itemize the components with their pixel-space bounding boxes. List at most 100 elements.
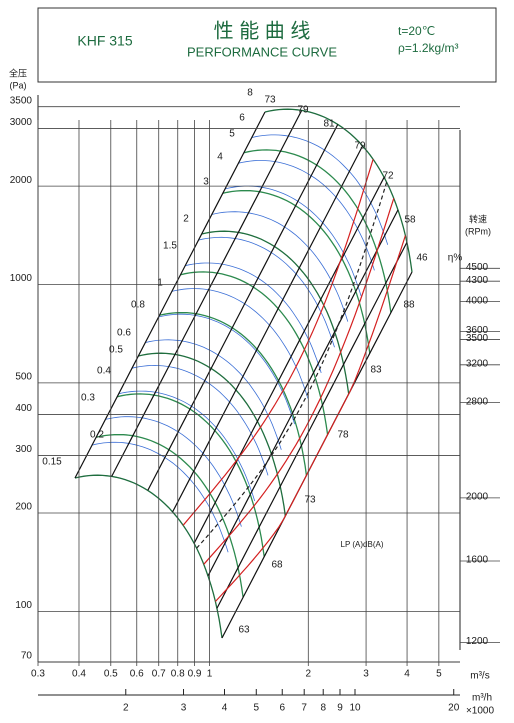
curve [238,160,375,271]
curve [207,209,399,577]
curve [222,189,371,354]
noise-value: 83 [370,365,382,376]
x-tick-label: 1 [207,669,213,680]
curve [182,159,374,526]
x-tick-label: 5 [436,669,442,680]
y2-tick-label: 3200 [466,358,489,369]
curve [95,433,244,598]
curve [111,110,303,477]
efficiency-value: 79 [297,105,309,116]
curve [105,416,242,527]
curve [193,177,385,544]
x-tick-label: 0.8 [171,669,185,680]
noise-value: 78 [337,430,349,441]
y-tick-label: 300 [15,444,32,455]
power-label: 6 [239,113,245,124]
x2-tick-label: 6 [279,703,285,714]
efficiency-value: 72 [382,171,394,182]
y2-tick-label: 3500 [466,333,489,344]
curve-network [74,108,413,639]
curve [216,242,408,609]
noise-value: 63 [238,625,250,636]
curve [264,108,413,273]
curve [171,288,309,399]
x2-label: ×1000 [466,706,495,717]
y2-label: 转速 [469,213,487,224]
y2-label: (RPm) [465,226,491,236]
curve [172,145,364,513]
curve [131,364,269,476]
curve [92,441,229,553]
x-label: m³/s [470,671,489,682]
power-label: 0.2 [90,430,104,441]
curve [147,124,339,491]
curve [211,211,349,322]
model: KHF 315 [77,33,132,49]
chart-subtitle: PERFORMANCE CURVE [187,44,337,59]
y2-tick-label: 2000 [466,492,489,503]
x2-label: m³/h [472,693,492,704]
efficiency-value: 58 [404,215,416,226]
power-label: 0.8 [131,300,145,311]
y2-tick-label: 3600 [466,325,489,336]
y-label: 全压 [9,67,27,78]
x2-tick-label: 2 [123,703,129,714]
y-label: (Pa) [9,80,26,90]
condition: t=20℃ [398,24,435,38]
curve [145,339,282,450]
power-label: 3 [203,177,209,188]
y-tick-label: 1000 [10,273,33,284]
efficiency-value: 81 [323,119,335,130]
power-label: 4 [217,152,223,163]
curve [203,198,395,565]
curve [74,111,266,479]
curve [251,134,389,245]
x2-tick-label: 4 [222,703,228,714]
x-tick-label: 0.6 [130,669,144,680]
x-tick-label: 2 [306,669,312,680]
efficiency-value: 73 [264,95,276,106]
curve [243,149,392,313]
noise-label: LP (A)dB(A) [341,540,384,549]
power-label: 1.5 [163,241,177,252]
curve [198,236,335,348]
y-tick-label: 3000 [10,117,33,128]
y-tick-label: 400 [15,403,32,414]
curve [138,352,286,517]
x-tick-label: 0.7 [152,669,166,680]
x2-tick-label: 9 [337,703,343,714]
curve [180,271,329,435]
y-tick-label: 200 [15,502,32,513]
y-tick-label: 2000 [10,175,33,186]
curve [185,262,322,374]
power-label: 5 [229,129,235,140]
y2-tick-label: 2800 [466,396,489,407]
power-label: 0.5 [109,345,123,356]
x-tick-label: 0.9 [188,669,202,680]
x2-tick-label: 10 [349,703,361,714]
y-tick-label: 70 [21,651,33,662]
x2-tick-label: 5 [253,703,259,714]
y2-tick-label: 1600 [466,555,489,566]
x2-tick-label: 7 [301,703,307,714]
y-tick-label: 100 [15,600,32,611]
curve [201,230,350,395]
x-tick-label: 0.4 [72,669,86,680]
y2-tick-label: 4300 [466,275,489,286]
power-label: 8 [247,88,253,99]
power-label: 2 [183,214,189,225]
power-label: 0.3 [81,393,95,404]
noise-value: 88 [403,300,415,311]
x-tick-label: 0.5 [104,669,118,680]
noise-value: 73 [304,495,316,506]
power-label: 0.15 [42,457,62,468]
x-tick-label: 3 [363,669,369,680]
y2-tick-label: 4000 [466,295,489,306]
y2-tick-label: 1200 [466,636,489,647]
power-label: 1 [157,278,163,289]
curve [158,313,295,425]
noise-value: 68 [271,560,283,571]
x2-tick-label: 8 [320,703,326,714]
